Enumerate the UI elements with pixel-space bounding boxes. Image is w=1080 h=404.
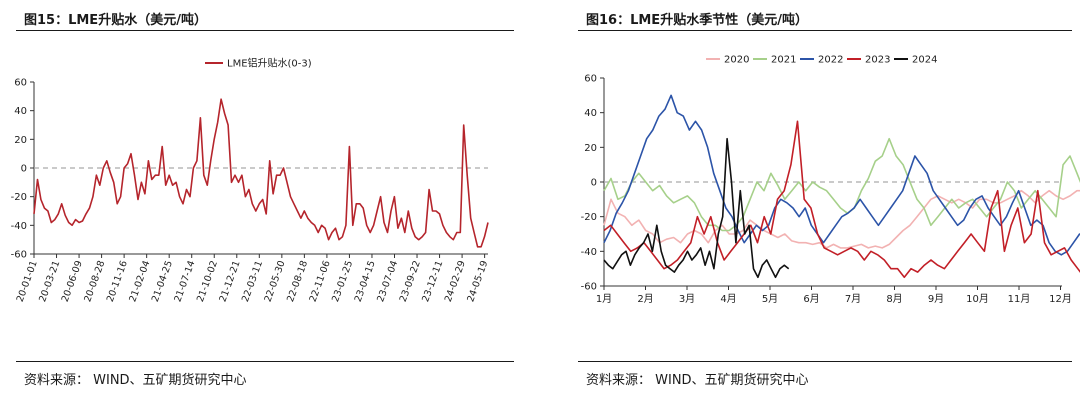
- x-tick-label: 22-03-11: [240, 259, 265, 303]
- y-tick-label: 20: [584, 143, 597, 154]
- legend-label-2024: 2024: [912, 55, 937, 66]
- x-tick-label: 20-08-28: [82, 259, 107, 303]
- y-tick-label: -40: [581, 247, 597, 258]
- x-tick-label: 23-12-11: [420, 259, 445, 303]
- y-tick-label: -20: [581, 212, 597, 223]
- x-tick-label: 23-04-15: [353, 259, 378, 303]
- x-tick-label: 22-05-30: [263, 259, 288, 303]
- x-tick-label: 6月: [803, 293, 819, 305]
- source-rule-right: [578, 361, 1072, 362]
- x-tick-label: 11月: [1008, 293, 1031, 305]
- source-rule-left: [16, 361, 514, 362]
- title-rule-left: [16, 30, 514, 31]
- legend-label-2020: 2020: [724, 55, 749, 66]
- y-tick-label: 0: [591, 178, 597, 189]
- x-tick-label: 23-07-04: [375, 259, 400, 303]
- x-tick-label: 24-02-29: [443, 259, 468, 303]
- x-tick-label: 22-11-06: [308, 259, 333, 303]
- y-tick-label: -20: [11, 192, 27, 203]
- y-tick-label: 40: [584, 108, 597, 119]
- x-tick-label: 5月: [762, 293, 778, 305]
- x-tick-label: 2月: [637, 293, 653, 305]
- x-tick-label: 24-05-19: [465, 259, 490, 303]
- series-line-2024: [603, 137, 790, 279]
- x-tick-label: 21-10-02: [195, 259, 220, 303]
- x-tick-label: 20-11-16: [105, 259, 130, 303]
- x-tick-label: 23-01-25: [330, 259, 355, 303]
- x-tick-label: 21-07-14: [172, 259, 197, 303]
- y-tick-label: 40: [14, 106, 27, 117]
- x-tick-label: 10月: [966, 293, 989, 305]
- x-tick-label: 1月: [596, 293, 612, 305]
- x-tick-label: 4月: [720, 293, 736, 305]
- chart-panel-right: 图16：LME升贴水季节性（美元/吨） 60 40 20 0 -20 -40 -60 1月 2月…: [574, 0, 1080, 404]
- y-tick-label: -40: [11, 221, 27, 232]
- y-tick-label: -60: [581, 282, 597, 293]
- x-tick-label: 20-03-21: [37, 259, 62, 303]
- x-tick-label: 3月: [679, 293, 695, 305]
- legend-label-2021: 2021: [771, 55, 796, 66]
- x-tick-label: 7月: [845, 293, 861, 305]
- series-line-2023: [603, 120, 1080, 279]
- x-tick-label: 20-06-09: [60, 259, 85, 303]
- x-tick-label: 22-08-18: [285, 259, 310, 303]
- legend-label: LME铝升贴水(0-3): [227, 57, 312, 70]
- legend-label-2023: 2023: [865, 55, 890, 66]
- y-tick-label: 60: [14, 78, 27, 89]
- x-tick-label: 8月: [886, 293, 902, 305]
- y-tick-label: 60: [584, 74, 597, 85]
- x-tick-label: 21-12-21: [218, 259, 243, 303]
- x-tick-label: 23-09-22: [398, 259, 423, 303]
- series-line-lme-spread: [33, 98, 489, 248]
- x-tick-label: 12月: [1049, 293, 1072, 305]
- chart-panel-left: 图15：LME升贴水（美元/吨） 60 40 20 0 -20 -40 -60 20-01-0…: [0, 0, 530, 404]
- chart-title-right: 图16：LME升贴水季节性（美元/吨）: [586, 13, 808, 28]
- y-tick-label: -60: [11, 250, 27, 261]
- x-tick-label: 20-01-01: [15, 259, 40, 303]
- series-line-2020: [603, 189, 1080, 249]
- source-note-right: 资料来源： WIND、五矿期货研究中心: [586, 373, 809, 388]
- y-tick-label: 0: [21, 164, 27, 175]
- title-rule-right: [578, 30, 1072, 31]
- x-tick-label: 21-04-25: [150, 259, 175, 303]
- x-tick-label: 21-02-04: [127, 259, 152, 303]
- x-tick-label: 9月: [928, 293, 944, 305]
- line-chart-lme-spread: 60 40 20 0 -20 -40 -6020-01-0120-03-2120-06-09…: [11, 57, 491, 304]
- y-tick-label: 20: [14, 135, 27, 146]
- legend-label-2022: 2022: [818, 55, 843, 66]
- source-note-left: 资料来源： WIND、五矿期货研究中心: [24, 373, 247, 388]
- series-line-2022: [603, 94, 1080, 256]
- chart-title-left: 图15：LME升贴水（美元/吨）: [24, 13, 207, 28]
